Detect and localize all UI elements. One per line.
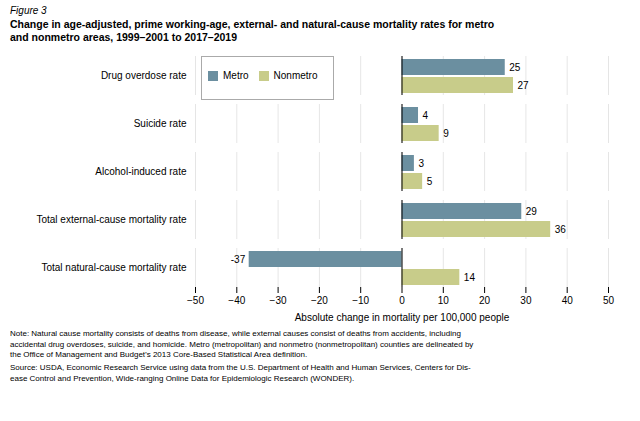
html-text:Source: USDA, Economic Researc: Source: USDA, Economic Research Service … [10, 363, 471, 383]
svg-text:Total external-cause mortality: Total external-cause mortality rate [36, 214, 187, 225]
svg-text:−30: −30 [270, 295, 287, 306]
svg-text:20: 20 [479, 295, 491, 306]
svg-text:25: 25 [509, 62, 521, 73]
svg-text:−40: −40 [228, 295, 245, 306]
svg-text:0: 0 [399, 295, 405, 306]
svg-text:40: 40 [562, 295, 574, 306]
svg-text:4: 4 [423, 110, 429, 121]
svg-text:27: 27 [518, 80, 530, 91]
html-text:Note: Natural cause mortality: Note: Natural cause mortality consists o… [10, 329, 474, 359]
svg-text:−50: −50 [187, 295, 204, 306]
svg-text:50: 50 [603, 295, 615, 306]
svg-text:3: 3 [418, 158, 424, 169]
svg-text:14: 14 [464, 272, 476, 283]
svg-text:−10: −10 [352, 295, 369, 306]
html-text:Metro: Metro [223, 70, 249, 82]
svg-text:30: 30 [520, 295, 532, 306]
svg-text:−20: −20 [311, 295, 328, 306]
svg-text:Alcohol-induced rate: Alcohol-induced rate [95, 166, 187, 177]
svg-text:5: 5 [427, 176, 433, 187]
svg-text:29: 29 [526, 206, 538, 217]
svg-text:Absolute change in mortality p: Absolute change in mortality per 100,000… [295, 312, 510, 323]
html-text:Figure 3: Figure 3 [10, 5, 47, 16]
svg-text:9: 9 [443, 128, 449, 139]
html-text:Change in age-adjusted, prime: Change in age-adjusted, prime working-ag… [10, 18, 495, 44]
svg-text:10: 10 [438, 295, 450, 306]
svg-text:Total natural-cause mortality: Total natural-cause mortality rate [41, 262, 187, 273]
html-text:Nonmetro: Nonmetro [273, 70, 318, 82]
svg-text:-37: -37 [231, 254, 246, 265]
svg-text:Suicide rate: Suicide rate [134, 118, 187, 129]
svg-text:36: 36 [555, 224, 567, 235]
svg-text:Drug overdose rate: Drug overdose rate [101, 70, 187, 81]
